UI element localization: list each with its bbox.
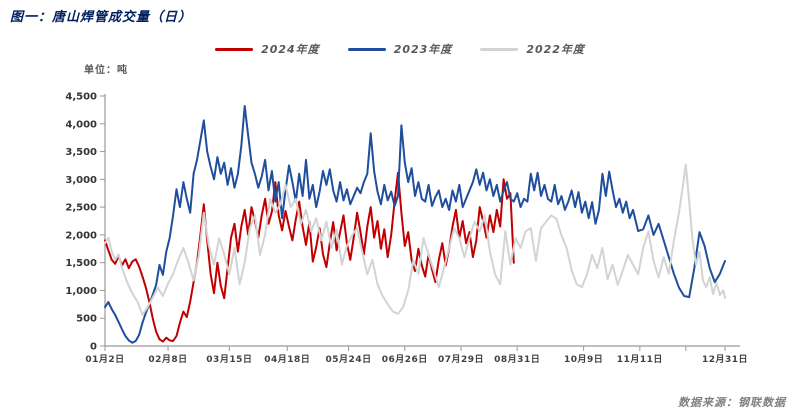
x-tick-label: 12月31日 — [702, 354, 748, 365]
legend-swatch-icon — [347, 47, 386, 51]
x-tick-label: 03月15日 — [206, 354, 252, 365]
unit-label: 单位：吨 — [84, 65, 128, 76]
y-tick-label: 4,500 — [65, 92, 97, 103]
x-tick-label: 05月24日 — [326, 354, 372, 365]
legend-label: 2024年度 — [261, 43, 320, 56]
y-tick-label: 3,000 — [65, 175, 97, 186]
legend-swatch-icon — [215, 47, 254, 51]
x-tick-label: 04月18日 — [264, 354, 310, 365]
legend: 2024年度 2023年度 2022年度 — [0, 41, 800, 57]
legend-swatch-icon — [480, 47, 519, 51]
y-tick-label: 2,500 — [65, 203, 97, 214]
y-tick-label: 0 — [90, 342, 97, 353]
x-tick-label: 08月31日 — [494, 354, 540, 365]
x-tick-label: 10月9日 — [564, 354, 603, 365]
legend-item-2023年度: 2023年度 — [347, 41, 453, 57]
y-tick-label: 1,000 — [65, 286, 97, 297]
legend-label: 2022年度 — [526, 43, 585, 56]
y-tick-label: 4,000 — [65, 119, 97, 130]
y-tick-label: 1,500 — [65, 258, 97, 269]
x-tick-label: 07月29日 — [438, 354, 484, 365]
x-tick-label: 02月8日 — [148, 354, 187, 365]
legend-item-2022年度: 2022年度 — [480, 41, 585, 57]
x-tick-label: 01月2日 — [85, 354, 124, 365]
y-tick-label: 2,000 — [65, 230, 97, 241]
series-line-2023年度 — [104, 105, 726, 344]
x-tick-label: 11月11日 — [617, 354, 663, 365]
x-tick-label: 06月26日 — [382, 354, 428, 365]
series-line-2022年度 — [104, 163, 726, 316]
chart-title: 图一：唐山焊管成交量（日） — [10, 10, 193, 25]
y-tick-label: 500 — [76, 314, 97, 325]
source-label: 数据来源：钢联数据 — [678, 396, 786, 409]
legend-item-2024年度: 2024年度 — [215, 41, 320, 57]
y-tick-label: 3,500 — [65, 147, 97, 158]
legend-label: 2023年度 — [393, 43, 453, 56]
